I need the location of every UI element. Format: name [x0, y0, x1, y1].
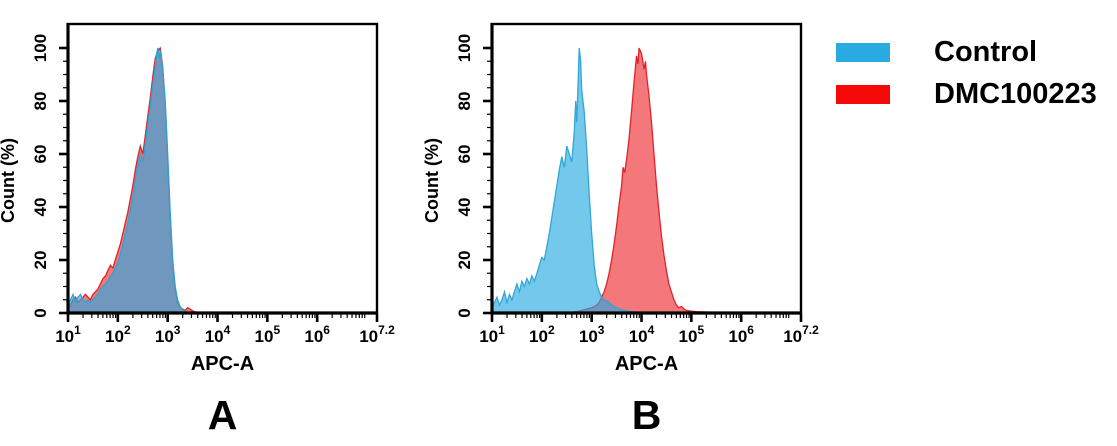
- y-tick-label: 40: [31, 198, 50, 217]
- y-tick-label: 80: [31, 92, 50, 111]
- y-tick-label: 0: [31, 308, 50, 317]
- y-axis-title: Count (%): [424, 138, 442, 223]
- y-tick-label: 100: [31, 34, 50, 62]
- y-tick-label: 60: [455, 145, 474, 164]
- panel-b-chart: 101 102 103 104 105 106 107.2 0 20 40 60 80 100 APC-A…: [424, 22, 819, 375]
- legend-label-control: Control: [934, 36, 1038, 68]
- x-tick-label: 103: [155, 323, 181, 346]
- x-tick-label: 107.2: [359, 323, 395, 346]
- panel-a-chart: 101 102 103 104 105 106 107.2 0 20 40 60 80 100 APC-A…: [0, 22, 395, 375]
- x-axis-title: APC-A: [615, 353, 678, 375]
- y-tick-label: 40: [455, 198, 474, 217]
- legend-swatch-dmc100223-icon: [836, 85, 890, 104]
- panel-b-label: B: [631, 391, 662, 438]
- y-axis-title: Count (%): [0, 138, 18, 223]
- histogram-dmc100223: [571, 47, 742, 314]
- histogram-control: [491, 47, 642, 314]
- y-tick-label: 20: [31, 251, 50, 270]
- y-tick-label: 100: [455, 34, 474, 62]
- x-tick-label: 105: [255, 323, 281, 346]
- legend: Control DMC100223: [836, 38, 1097, 109]
- x-tick-label: 103: [579, 323, 605, 346]
- y-tick-label: 60: [31, 145, 50, 164]
- legend-label-dmc100223: DMC100223: [934, 78, 1097, 110]
- legend-item-control: Control: [836, 38, 1097, 67]
- x-tick-label: 102: [529, 323, 555, 346]
- legend-swatch-control-icon: [836, 43, 890, 62]
- x-tick-label: 106: [304, 323, 330, 346]
- panel-a-label: A: [207, 391, 238, 438]
- histogram-control: [67, 47, 198, 314]
- y-tick-label: 80: [455, 92, 474, 111]
- y-tick-label: 20: [455, 251, 474, 270]
- x-tick-label: 104: [205, 323, 231, 346]
- y-tick-label: 0: [455, 308, 474, 317]
- x-tick-label: 101: [55, 323, 81, 346]
- x-tick-label: 101: [479, 323, 505, 346]
- x-tick-label: 104: [629, 323, 655, 346]
- x-tick-label: 106: [728, 323, 754, 346]
- x-tick-label: 107.2: [783, 323, 819, 346]
- x-tick-label: 105: [679, 323, 705, 346]
- x-tick-label: 102: [105, 323, 131, 346]
- legend-item-dmc100223: DMC100223: [836, 80, 1097, 109]
- x-axis-title: APC-A: [191, 353, 254, 375]
